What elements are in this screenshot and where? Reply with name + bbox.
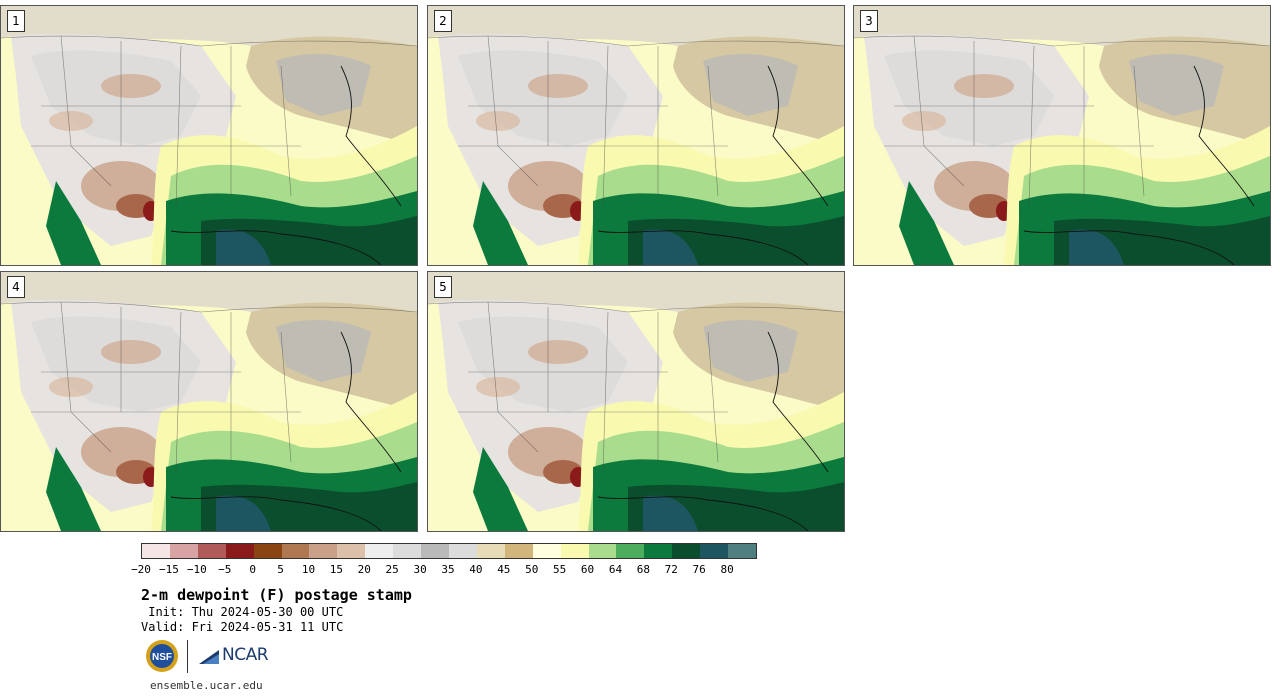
ncar-logo	[199, 650, 219, 664]
colorbar-swatch	[421, 544, 449, 558]
colorbar-swatch	[728, 544, 756, 558]
colorbar-tick-label: 45	[497, 563, 511, 576]
dewpoint-map	[1, 6, 417, 265]
colorbar-tick-label: 0	[249, 563, 256, 576]
colorbar-swatch	[476, 544, 505, 558]
colorbar-tick-label: 15	[329, 563, 343, 576]
colorbar-swatch	[281, 544, 310, 558]
colorbar-swatch	[225, 544, 254, 558]
colorbar-tick-label: 50	[525, 563, 539, 576]
colorbar-swatch	[309, 544, 338, 558]
panel-number: 3	[860, 10, 878, 32]
colorbar-swatch	[588, 544, 617, 558]
colorbar-tick-label: 68	[636, 563, 650, 576]
colorbar-swatch	[142, 544, 170, 558]
init-time: Init: Thu 2024-05-30 00 UTC	[141, 605, 344, 619]
map-panel-1: 1	[0, 5, 418, 266]
colorbar-tick-label: 55	[553, 563, 567, 576]
colorbar-tick-label: 40	[469, 563, 483, 576]
colorbar-tick-label: −20	[131, 563, 151, 576]
colorbar-swatch	[532, 544, 561, 558]
colorbar-tick-label: 5	[277, 563, 284, 576]
svg-text:NSF: NSF	[152, 652, 172, 663]
colorbar-swatch	[448, 544, 477, 558]
map-panel-4: 4	[0, 271, 418, 532]
panel-number: 2	[434, 10, 452, 32]
colorbar-ticks: −20 −15 −10 −5 0 5 10 15 20 25 30 35 40 45 50 55 60 64 68 7…	[131, 563, 757, 577]
colorbar-swatch	[560, 544, 589, 558]
colorbar-swatch	[700, 544, 729, 558]
dewpoint-map	[428, 272, 844, 531]
dewpoint-map	[854, 6, 1270, 265]
colorbar-swatch	[393, 544, 422, 558]
colorbar-tick-label: 60	[580, 563, 595, 576]
valid-time: Valid: Fri 2024-05-31 11 UTC	[141, 620, 344, 634]
colorbar-swatch	[672, 544, 701, 558]
colorbar-tick-label: −15	[158, 563, 179, 576]
panel-number: 1	[7, 10, 25, 32]
ncar-wordmark: NCAR	[222, 645, 269, 665]
site-url: ensemble.ucar.edu	[150, 679, 263, 692]
colorbar-swatch	[365, 544, 394, 558]
colorbar-tick-label: 64	[608, 563, 623, 576]
colorbar-tick-label: 20	[357, 563, 371, 576]
colorbar-tick-label: −5	[218, 563, 232, 576]
chart-title: 2-m dewpoint (F) postage stamp	[141, 586, 412, 604]
dewpoint-map	[428, 6, 844, 265]
colorbar-swatch	[197, 544, 226, 558]
panel-number: 4	[7, 276, 25, 298]
logo-divider	[187, 640, 188, 673]
colorbar-tick-label: 25	[385, 563, 399, 576]
colorbar-tick-label: 30	[413, 563, 427, 576]
colorbar-swatch	[169, 544, 198, 558]
map-panel-5: 5	[427, 271, 845, 532]
colorbar-swatch	[616, 544, 645, 558]
colorbar-swatch	[253, 544, 282, 558]
colorbar-tick-label: 35	[441, 563, 455, 576]
nsf-logo: NSF	[146, 640, 178, 672]
map-panel-3: 3	[853, 5, 1271, 266]
colorbar-swatch	[337, 544, 366, 558]
colorbar-tick-label: −10	[186, 563, 207, 576]
colorbar-tick-label: 76	[692, 563, 706, 576]
colorbar	[141, 543, 757, 559]
map-panel-2: 2	[427, 5, 845, 266]
dewpoint-map	[1, 272, 417, 531]
colorbar-tick-label: 10	[301, 563, 316, 576]
colorbar-tick-label: 80	[720, 563, 734, 576]
colorbar-swatch	[504, 544, 533, 558]
colorbar-swatch	[644, 544, 673, 558]
panel-number: 5	[434, 276, 452, 298]
colorbar-tick-label: 72	[664, 563, 678, 576]
